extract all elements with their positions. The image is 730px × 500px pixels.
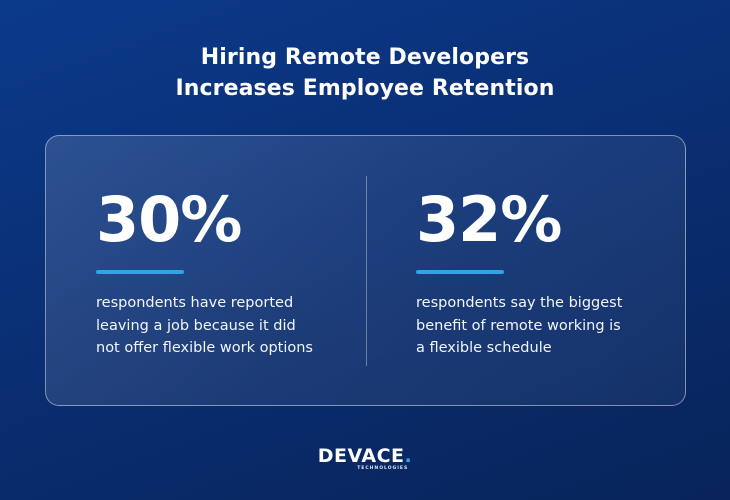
stats-card: 30% respondents have reported leaving a …: [45, 135, 686, 406]
stat-description-right: respondents say the biggest benefit of r…: [416, 292, 676, 360]
page-title-line-2: Increases Employee Retention: [175, 76, 555, 101]
stat-value-left: 30%: [96, 183, 242, 256]
devace-logo: DEVACE. TECHNOLOGIES: [0, 446, 730, 473]
logo-subtitle: TECHNOLOGIES: [357, 466, 409, 471]
stat-description-line: not offer flexible work options: [96, 340, 313, 356]
vertical-divider: [366, 176, 367, 366]
stat-block-left: 30% respondents have reported leaving a …: [96, 184, 356, 360]
stat-description-line: leaving a job because it did: [96, 317, 296, 334]
stat-underline-right: [416, 270, 504, 274]
stat-description-left: respondents have reported leaving a job …: [96, 292, 356, 360]
page-title-line-1: Hiring Remote Developers: [200, 45, 530, 70]
logo-dot: .: [404, 445, 413, 467]
stat-underline-left: [96, 270, 184, 274]
stat-value-right: 32%: [416, 183, 562, 256]
stat-description-line: respondents say the biggest: [416, 295, 623, 311]
logo-word: DEVACE: [317, 445, 405, 467]
stat-block-right: 32% respondents say the biggest benefit …: [416, 184, 676, 360]
logo-wordmark: DEVACE. TECHNOLOGIES: [318, 446, 413, 472]
page-title: Hiring Remote Developers Increases Emplo…: [0, 42, 730, 104]
stat-description-line: benefit of remote working is: [416, 317, 621, 334]
stat-description-line: respondents have reported: [96, 295, 294, 311]
stat-description-line: a flexible schedule: [416, 340, 552, 356]
